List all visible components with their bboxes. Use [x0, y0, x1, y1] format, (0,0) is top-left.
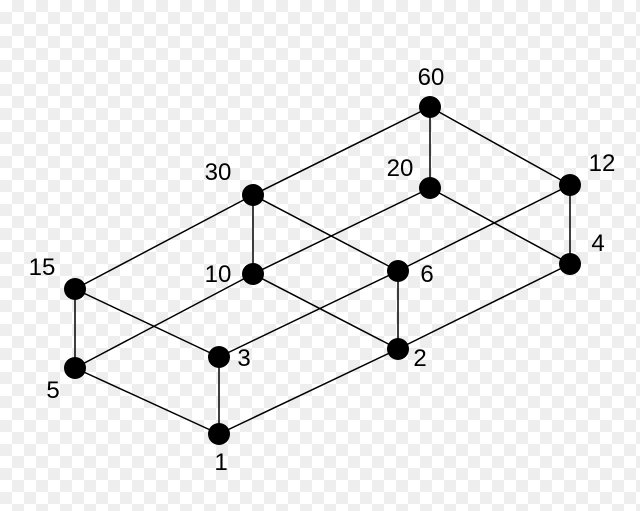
- node-label-4: 4: [591, 230, 604, 258]
- node-label-2: 2: [413, 345, 426, 373]
- node-label-3: 3: [237, 345, 250, 373]
- divisor-lattice-diagram: [0, 0, 640, 511]
- edge-n3-n15: [75, 289, 219, 357]
- node-label-6: 6: [420, 261, 433, 289]
- node-label-12: 12: [589, 150, 616, 178]
- node-15: [64, 278, 86, 300]
- node-label-30: 30: [205, 159, 232, 187]
- node-30: [242, 184, 264, 206]
- node-4: [559, 253, 581, 275]
- node-12: [559, 174, 581, 196]
- node-20: [419, 177, 441, 199]
- edge-n1-n5: [75, 368, 219, 434]
- node-label-15: 15: [29, 254, 56, 282]
- node-label-20: 20: [387, 155, 414, 183]
- edges-layer: [75, 107, 570, 434]
- node-2: [387, 338, 409, 360]
- node-10: [242, 263, 264, 285]
- node-3: [208, 346, 230, 368]
- node-label-5: 5: [46, 377, 59, 405]
- node-5: [64, 357, 86, 379]
- node-6: [387, 260, 409, 282]
- edge-n6-n12: [398, 185, 570, 271]
- edge-n10-n20: [253, 188, 430, 274]
- node-1: [208, 423, 230, 445]
- edge-n12-n60: [430, 107, 570, 185]
- node-label-60: 60: [418, 64, 445, 92]
- node-label-10: 10: [205, 261, 232, 289]
- edge-n6-n30: [253, 195, 398, 271]
- edge-n4-n20: [430, 188, 570, 264]
- edge-n2-n10: [253, 274, 398, 349]
- node-label-1: 1: [214, 449, 227, 477]
- node-60: [419, 96, 441, 118]
